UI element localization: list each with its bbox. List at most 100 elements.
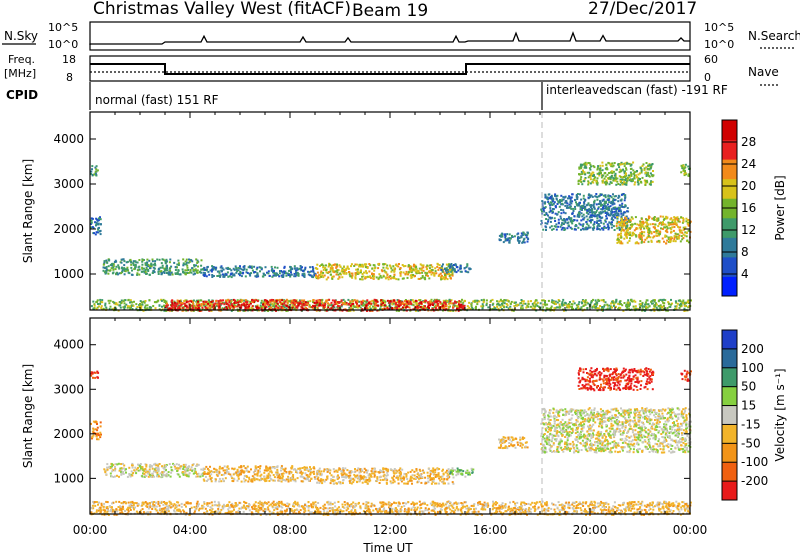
heatmap-cell xyxy=(482,298,485,301)
heatmap-cell xyxy=(331,267,334,269)
heatmap-cell xyxy=(376,309,379,312)
heatmap-cell xyxy=(554,300,557,303)
heatmap-cell xyxy=(595,203,598,206)
heatmap-cell xyxy=(112,476,115,478)
heatmap-cell xyxy=(382,302,384,304)
heatmap-cell xyxy=(436,304,439,307)
heatmap-cell xyxy=(602,300,605,303)
heatmap-cell xyxy=(188,472,191,475)
heatmap-cell xyxy=(541,299,544,302)
heatmap-cell xyxy=(393,307,396,310)
heatmap-cell xyxy=(641,223,643,226)
heatmap-cell xyxy=(596,183,599,186)
heatmap-cell xyxy=(656,240,659,243)
heatmap-cell xyxy=(513,235,516,238)
heatmap-cell xyxy=(627,299,630,302)
heatmap-cell xyxy=(664,223,667,226)
heatmap-cell xyxy=(161,264,164,267)
heatmap-cell xyxy=(641,301,644,304)
heatmap-cell xyxy=(451,271,454,274)
heatmap-cell xyxy=(174,467,177,470)
heatmap-cell xyxy=(228,301,231,304)
heatmap-cell xyxy=(611,300,614,303)
heatmap-cell xyxy=(140,467,142,470)
heatmap-cell xyxy=(249,272,251,275)
heatmap-cell xyxy=(599,219,602,222)
heatmap-cell xyxy=(656,308,659,311)
heatmap-cell xyxy=(621,227,624,230)
heatmap-cell xyxy=(566,202,569,205)
heatmap-cell xyxy=(141,475,144,478)
heatmap-cell xyxy=(376,304,379,307)
heatmap-cell xyxy=(182,468,185,470)
heatmap-cell xyxy=(117,266,120,269)
heatmap-cell xyxy=(337,273,340,276)
heatmap-cell xyxy=(597,165,600,168)
heatmap-cell xyxy=(597,213,600,216)
heatmap-cell xyxy=(669,237,672,239)
heatmap-cell xyxy=(125,303,128,306)
heatmap-cell xyxy=(218,303,221,305)
heatmap-cell xyxy=(415,272,418,275)
heatmap-cell xyxy=(285,307,288,310)
heatmap-cell xyxy=(294,275,297,278)
heatmap-cell xyxy=(611,202,614,205)
heatmap-cell xyxy=(642,220,645,223)
heatmap-cell xyxy=(325,278,328,281)
heatmap-cell xyxy=(178,305,181,308)
heatmap-cell xyxy=(448,273,451,275)
heatmap-cell xyxy=(639,228,642,231)
heatmap-cell xyxy=(613,170,615,173)
heatmap-cell xyxy=(391,308,394,311)
heatmap-cell xyxy=(132,262,135,265)
heatmap-cell xyxy=(683,170,686,173)
heatmap-cell xyxy=(553,302,556,305)
heatmap-cell xyxy=(179,273,182,276)
heatmap-cell xyxy=(189,269,192,272)
heatmap-cell xyxy=(184,260,187,263)
heatmap-cell xyxy=(586,203,589,206)
heatmap-cell xyxy=(628,174,630,177)
heatmap-cell xyxy=(143,475,146,478)
heatmap-cell xyxy=(496,305,499,308)
heatmap-cell xyxy=(651,217,654,220)
heatmap-cell xyxy=(345,272,348,275)
heatmap-cell xyxy=(92,307,95,310)
heatmap-cell xyxy=(597,228,600,230)
heatmap-cell xyxy=(494,307,496,310)
heatmap-cell xyxy=(94,371,97,374)
heatmap-cell xyxy=(373,298,376,301)
heatmap-cell xyxy=(120,470,123,472)
heatmap-cell xyxy=(639,238,642,241)
heatmap-cell xyxy=(237,303,240,306)
heatmap-cell xyxy=(401,277,404,280)
heatmap-cell xyxy=(638,226,641,229)
heatmap-cell xyxy=(292,302,295,305)
heatmap-cell xyxy=(296,271,299,274)
heatmap-cell xyxy=(577,307,580,310)
heatmap-cell xyxy=(339,265,342,268)
heatmap-cell xyxy=(408,266,411,269)
heatmap-cell xyxy=(309,266,312,269)
heatmap-cell xyxy=(279,270,281,272)
heatmap-cell xyxy=(237,309,239,312)
heatmap-cell xyxy=(625,305,628,308)
heatmap-cell xyxy=(637,242,640,245)
heatmap-cell xyxy=(107,265,110,268)
heatmap-cell xyxy=(246,307,249,310)
heatmap-cell xyxy=(331,276,334,279)
heatmap-cell xyxy=(615,300,618,303)
heatmap-cell xyxy=(315,299,318,302)
heatmap-cell xyxy=(608,304,611,307)
heatmap-cell xyxy=(522,302,525,305)
heatmap-cell xyxy=(433,298,436,301)
heatmap-cell xyxy=(96,423,98,425)
heatmap-cell xyxy=(335,266,338,269)
heatmap-cell xyxy=(243,268,246,271)
heatmap-cell xyxy=(469,308,472,310)
heatmap-cell xyxy=(137,269,140,272)
heatmap-cell xyxy=(623,302,626,304)
heatmap-cell xyxy=(425,265,428,268)
heatmap-cell xyxy=(111,308,114,311)
heatmap-cell xyxy=(451,274,454,277)
